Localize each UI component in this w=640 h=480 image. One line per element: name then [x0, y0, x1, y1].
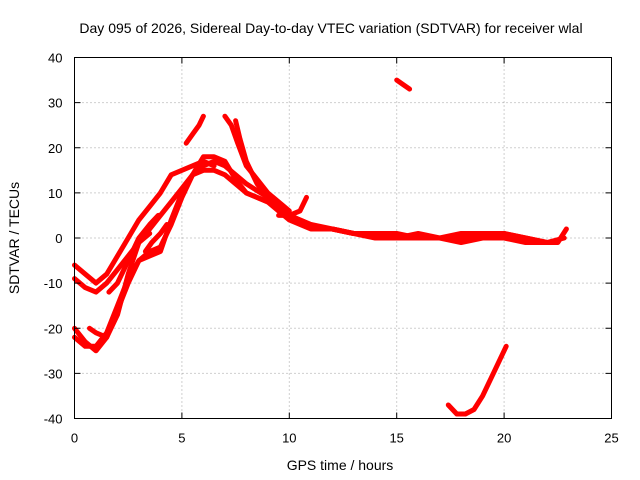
x-tick-label: 10 [282, 431, 296, 446]
axis-ticks: 0 5 10 15 20 25 -40 -30 -20 -10 0 10 20 30 40 [44, 51, 619, 446]
series-line-arc-12 [394, 77, 413, 92]
y-tick-label: -10 [44, 276, 63, 291]
y-tick-label: -40 [44, 412, 63, 427]
series-line-arc-1 [72, 158, 217, 286]
series-line-arc-4 [72, 167, 550, 349]
series-line-arc-6 [106, 212, 161, 295]
series-line-arc-10 [233, 118, 271, 200]
x-tick-label: 0 [71, 431, 78, 446]
y-tick-label: 10 [48, 186, 62, 201]
series-line-arc-3 [72, 154, 567, 354]
grid [74, 57, 612, 419]
series-line-arc-11 [276, 194, 309, 218]
y-tick-label: -20 [44, 321, 63, 336]
x-tick-label: 20 [497, 431, 511, 446]
chart-title: Day 095 of 2026, Sidereal Day-to-day VTE… [79, 20, 582, 36]
series-group [72, 77, 569, 417]
series-line-arc-13 [445, 343, 509, 417]
y-tick-label: 20 [48, 141, 62, 156]
y-axis-title: SDTVAR / TECUs [6, 182, 22, 294]
x-tick-label: 15 [389, 431, 403, 446]
x-axis-title: GPS time / hours [287, 457, 394, 473]
x-tick-label: 5 [178, 431, 185, 446]
y-tick-label: 30 [48, 96, 62, 111]
y-tick-label: 40 [48, 51, 62, 66]
series-line-arc-8 [183, 113, 206, 146]
series-line-arc-7 [142, 222, 170, 254]
y-tick-label: 0 [55, 231, 62, 246]
x-tick-label: 25 [604, 431, 618, 446]
y-tick-label: -30 [44, 366, 63, 381]
